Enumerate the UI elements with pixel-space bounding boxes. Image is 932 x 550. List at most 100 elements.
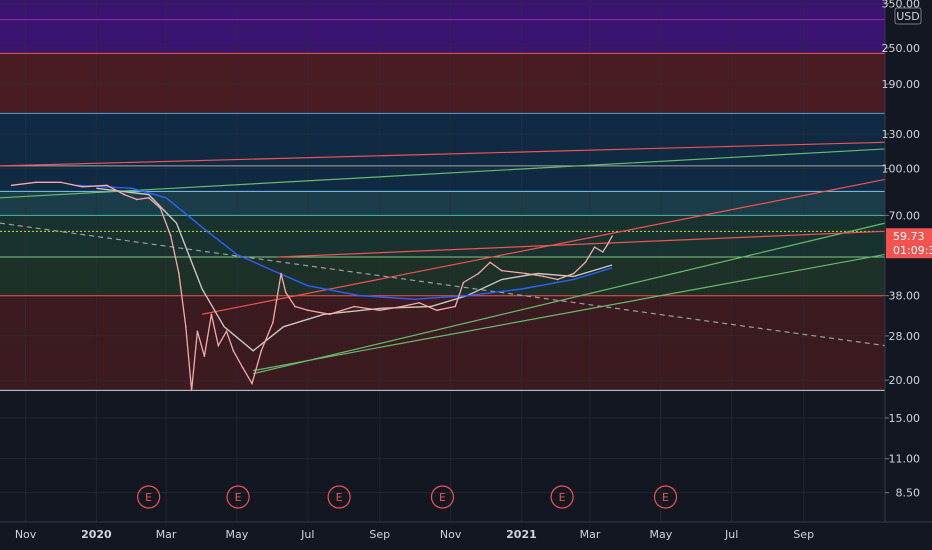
time-axis-panel xyxy=(0,522,932,550)
trendline-6 xyxy=(277,230,886,258)
price-point-11 xyxy=(185,326,187,328)
y-tick-label-4: 100.00 xyxy=(882,162,921,175)
earnings-label-0: E xyxy=(145,491,152,504)
price-point-28 xyxy=(353,305,356,308)
y-tick-label-0: 350.00 xyxy=(882,0,921,11)
trendline-4 xyxy=(253,253,886,372)
y-tick-label-10: 11.00 xyxy=(889,453,921,466)
price-point-27 xyxy=(329,313,331,316)
price-point-2 xyxy=(59,181,62,184)
y-tick-label-11: 8.50 xyxy=(896,487,921,500)
price-point-14 xyxy=(203,355,206,357)
price-point-12 xyxy=(190,389,193,392)
price-point-6 xyxy=(136,198,138,201)
zone-band-1 xyxy=(0,53,885,114)
price-point-46 xyxy=(611,235,613,237)
earnings-marker-1 xyxy=(226,485,250,509)
earnings-marker-0 xyxy=(137,485,161,509)
price-point-26 xyxy=(307,309,309,312)
price-point-7 xyxy=(147,197,150,199)
price-scale-panel xyxy=(885,0,932,550)
x-tick-label-1: 2020 xyxy=(81,528,112,541)
price-point-36 xyxy=(489,261,491,264)
price-point-29 xyxy=(379,309,381,312)
moving-average-line-0 xyxy=(96,187,613,352)
x-tick-label-3: May xyxy=(226,528,249,541)
price-point-33 xyxy=(454,305,457,308)
x-tick-label-0: Nov xyxy=(15,528,37,541)
earnings-marker-3 xyxy=(430,485,455,509)
price-point-43 xyxy=(593,246,596,248)
x-tick-label-7: 2021 xyxy=(506,528,537,541)
price-point-32 xyxy=(435,309,438,312)
countdown-timer: 01:09:32 xyxy=(893,244,932,257)
price-point-41 xyxy=(572,272,575,275)
earnings-label-2: E xyxy=(336,491,343,504)
earnings-marker-5 xyxy=(653,485,678,509)
price-point-18 xyxy=(232,350,235,352)
price-point-40 xyxy=(556,278,559,281)
currency-label: USD xyxy=(896,10,920,23)
price-point-0 xyxy=(10,184,13,187)
price-point-22 xyxy=(272,321,274,324)
x-tick-label-8: Mar xyxy=(580,528,601,541)
price-point-25 xyxy=(294,305,296,308)
zone-band-5 xyxy=(0,257,885,296)
x-tick-label-11: Sep xyxy=(793,528,814,541)
price-point-5 xyxy=(123,193,126,196)
price-point-8 xyxy=(159,207,162,209)
price-point-42 xyxy=(584,261,587,264)
trendline-5 xyxy=(0,222,886,347)
price-point-24 xyxy=(284,291,287,294)
price-point-44 xyxy=(602,251,604,253)
last-price-tag xyxy=(886,228,932,259)
trendline-2 xyxy=(201,178,886,315)
earnings-label-4: E xyxy=(559,491,566,504)
y-tick-label-1: 250.00 xyxy=(882,42,921,55)
moving-average-line-1 xyxy=(76,184,613,300)
price-point-20 xyxy=(251,382,253,385)
price-point-9 xyxy=(169,234,172,237)
trendline-1 xyxy=(0,148,886,199)
price-point-35 xyxy=(477,272,480,275)
last-price-value: 59.73 xyxy=(893,230,925,243)
price-point-19 xyxy=(241,366,244,369)
earnings-label-3: E xyxy=(439,491,446,504)
y-tick-label-9: 15.00 xyxy=(889,412,921,425)
y-tick-label-5: 70.00 xyxy=(889,209,921,222)
trendline-0 xyxy=(0,141,886,167)
zone-band-2 xyxy=(0,113,885,192)
x-tick-label-4: Jul xyxy=(300,528,314,541)
x-tick-label-9: May xyxy=(649,528,672,541)
price-point-30 xyxy=(401,305,403,308)
currency-badge xyxy=(894,7,922,25)
price-point-13 xyxy=(196,330,199,333)
x-tick-label-5: Sep xyxy=(369,528,390,541)
price-point-10 xyxy=(178,272,180,275)
y-tick-label-7: 28.00 xyxy=(889,330,921,343)
zone-band-4 xyxy=(0,215,885,258)
price-point-31 xyxy=(418,302,421,304)
price-point-37 xyxy=(500,269,503,272)
price-point-21 xyxy=(260,350,263,352)
y-tick-label-3: 130.00 xyxy=(882,128,921,141)
price-point-39 xyxy=(542,275,545,278)
price-point-3 xyxy=(81,186,84,188)
earnings-label-1: E xyxy=(235,491,242,504)
price-point-23 xyxy=(280,272,282,275)
price-point-17 xyxy=(225,330,228,333)
x-tick-label-10: Jul xyxy=(724,528,738,541)
price-point-4 xyxy=(106,184,108,187)
x-tick-label-2: Mar xyxy=(156,528,177,541)
trendline-3 xyxy=(253,222,886,375)
y-tick-label-2: 190.00 xyxy=(882,78,921,91)
earnings-label-5: E xyxy=(662,491,669,504)
price-point-34 xyxy=(462,281,465,284)
price-point-1 xyxy=(35,181,37,184)
price-point-16 xyxy=(217,344,220,347)
zone-band-3 xyxy=(0,191,885,216)
earnings-marker-4 xyxy=(550,485,574,509)
price-point-45 xyxy=(606,243,609,246)
